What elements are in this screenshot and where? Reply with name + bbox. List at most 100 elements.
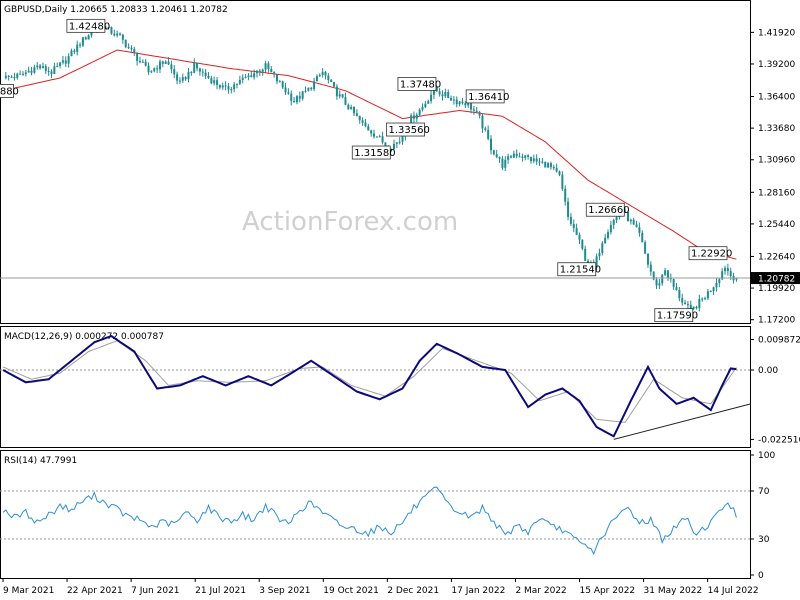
candle-body: [338, 94, 341, 97]
candle-body: [216, 80, 219, 85]
candle-body: [230, 89, 233, 91]
candle-body: [729, 271, 732, 277]
candle-body: [447, 92, 450, 98]
candle-body: [307, 87, 310, 91]
candle-body: [355, 113, 358, 116]
candle-body: [147, 65, 150, 73]
candle-body: [587, 260, 590, 264]
candle-body: [478, 112, 481, 116]
candle-body: [492, 150, 495, 155]
candle-body: [321, 71, 324, 76]
candle-body: [438, 91, 441, 95]
candle-body: [686, 303, 689, 305]
rsi-line-layer: [0, 486, 750, 556]
candle-body: [632, 219, 635, 225]
annotation-box: [557, 262, 597, 277]
candle-body: [87, 35, 90, 40]
rsi-tick-label: 30: [758, 535, 770, 545]
candle-body: [541, 161, 544, 163]
price-tick-label: 1.36400: [758, 93, 795, 103]
candle-body: [173, 69, 176, 75]
rsi-pane-border: [0, 450, 751, 579]
date-tick-label: 21 Jul 2021: [195, 586, 246, 596]
candle-body: [515, 153, 518, 157]
candle-body: [575, 228, 578, 235]
candle-body: [609, 224, 612, 233]
candle-body: [655, 279, 658, 286]
candle-body: [47, 70, 50, 72]
candle-body: [435, 86, 438, 92]
candle-body: [695, 306, 698, 309]
candle-body: [178, 80, 181, 82]
candle-body: [567, 201, 570, 217]
candle-body: [141, 61, 144, 63]
date-tick-label: 3 Sep 2021: [259, 586, 310, 596]
date-tick-label: 2 Dec 2021: [387, 586, 439, 596]
candle-body: [484, 128, 487, 130]
candle-body: [50, 71, 53, 74]
candle-body: [158, 61, 161, 70]
price-tick-label: 1.28160: [758, 188, 795, 198]
candle-body: [44, 66, 47, 71]
date-tick-label: 22 Apr 2021: [67, 586, 123, 596]
candle-body: [672, 279, 675, 287]
candle-body: [361, 120, 364, 123]
candle-body: [424, 103, 427, 108]
candle-body: [333, 81, 336, 87]
candle-body: [549, 163, 552, 168]
candle-body: [59, 62, 62, 66]
annotation-box: [688, 246, 728, 261]
annotation-box: [66, 18, 106, 33]
macd-tick-label: 0.009872: [758, 336, 800, 346]
candle-body: [33, 67, 36, 73]
candle-body: [612, 220, 615, 225]
candle-body: [558, 171, 561, 175]
candle-body: [176, 74, 179, 81]
candle-body: [233, 84, 236, 90]
candle-body: [4, 75, 7, 78]
candle-body: [412, 115, 415, 119]
candle-body: [467, 101, 470, 106]
candle-body: [538, 161, 541, 163]
candle-body: [153, 68, 156, 72]
candle-body: [726, 268, 729, 272]
candle-body: [561, 174, 564, 189]
candle-body: [421, 107, 424, 110]
candle-body: [284, 87, 287, 93]
macd-lines-layer: [0, 334, 751, 440]
candle-body: [13, 77, 16, 79]
candle-body: [136, 53, 139, 62]
candle-body: [64, 60, 67, 64]
annotation-label: 1.36410: [468, 92, 509, 103]
date-tick-label: 15 Apr 2022: [580, 586, 636, 596]
candle-body: [335, 86, 338, 97]
candle-body: [518, 156, 521, 158]
rsi-line: [2, 486, 737, 556]
candle-body: [678, 289, 681, 299]
candle-body: [544, 161, 547, 168]
macd-main-line: [2, 334, 737, 438]
candle-body: [227, 86, 230, 90]
candle-body: [67, 56, 70, 64]
date-tick-label: 14 Jul 2022: [708, 586, 759, 596]
candle-body: [507, 156, 510, 160]
candle-body: [709, 290, 712, 292]
candle-body: [527, 155, 530, 157]
annotation-label: 1.17590: [657, 311, 698, 322]
candle-body: [461, 101, 464, 104]
candle-body: [207, 75, 210, 79]
candle-body: [270, 68, 273, 73]
candle-body: [564, 188, 567, 202]
candle-body: [641, 232, 644, 243]
candle-body: [418, 109, 421, 115]
candle-body: [261, 69, 264, 72]
candle-body: [572, 223, 575, 229]
candle-body: [490, 138, 493, 151]
candle-body: [344, 97, 347, 105]
watermark: ActionForex.com: [242, 207, 458, 237]
candle-body: [547, 163, 550, 168]
candle-body: [327, 75, 330, 80]
candle-body: [535, 158, 538, 162]
candle-body: [532, 158, 535, 162]
candle-body: [598, 252, 601, 257]
